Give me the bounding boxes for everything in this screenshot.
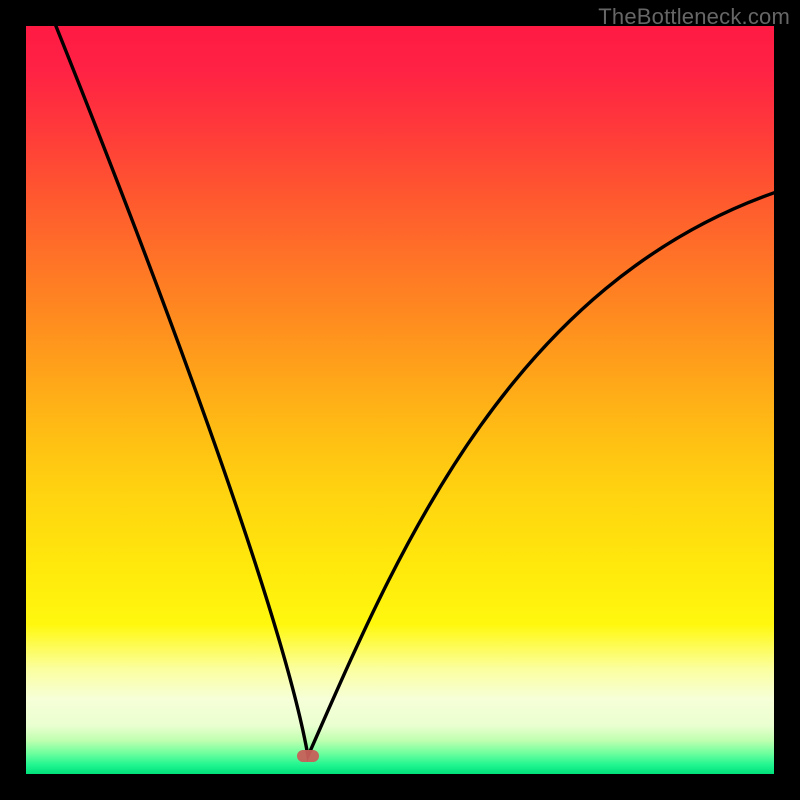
optimal-point-marker	[297, 750, 319, 762]
chart-frame: TheBottleneck.com	[0, 0, 800, 800]
watermark-text: TheBottleneck.com	[598, 4, 790, 30]
plot-area	[26, 26, 774, 774]
chart-svg	[0, 0, 800, 800]
gradient-background	[26, 26, 774, 774]
